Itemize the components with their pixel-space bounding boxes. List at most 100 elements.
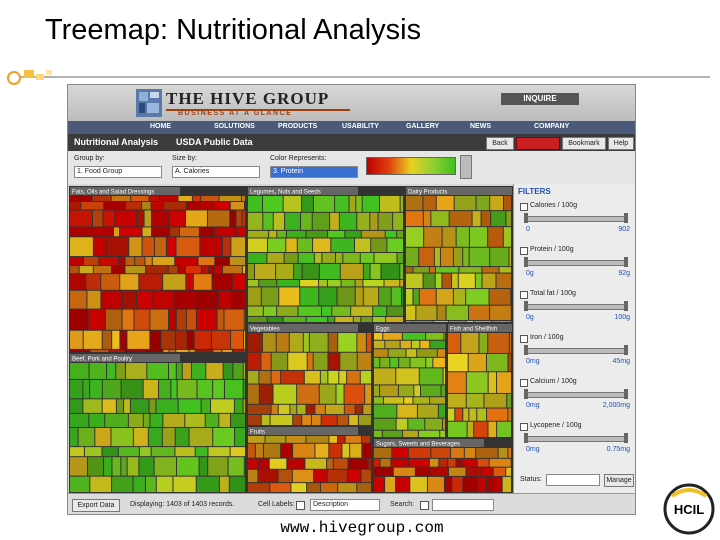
treemap-cell[interactable] (374, 418, 396, 430)
treemap-cell[interactable] (360, 370, 371, 384)
treemap-cell[interactable] (338, 333, 357, 352)
treemap-cell[interactable] (426, 357, 433, 368)
treemap-cell[interactable] (142, 237, 154, 257)
treemap-cell[interactable] (347, 469, 361, 483)
treemap-cell[interactable] (248, 443, 255, 458)
treemap-cell[interactable] (248, 333, 262, 352)
treemap-cell[interactable] (385, 230, 397, 238)
color-scroll[interactable] (460, 155, 472, 179)
treemap-cell[interactable] (320, 370, 328, 384)
treemap-cell[interactable] (357, 333, 366, 352)
treemap-cell[interactable] (487, 408, 508, 421)
treemap-cell[interactable] (329, 443, 342, 458)
treemap-cell[interactable] (448, 421, 467, 437)
treemap-cell[interactable] (235, 427, 245, 447)
treemap-cell[interactable] (214, 227, 237, 237)
treemap-cell[interactable] (163, 413, 185, 427)
treemap-cell[interactable] (168, 266, 178, 274)
treemap-cell[interactable] (104, 202, 126, 210)
treemap-cell[interactable] (170, 227, 180, 237)
treemap-cell[interactable] (278, 469, 292, 483)
treemap-cell[interactable] (163, 274, 186, 290)
treemap-cell[interactable] (340, 263, 363, 279)
treemap-cell[interactable] (374, 404, 397, 418)
treemap-cell[interactable] (386, 316, 403, 322)
search-checkbox[interactable] (420, 501, 429, 510)
treemap-cell[interactable] (129, 237, 142, 257)
treemap-cell[interactable] (120, 274, 139, 290)
control-select[interactable]: A. Calories (172, 166, 260, 178)
treemap-cell[interactable] (134, 309, 150, 330)
treemap-cell[interactable] (115, 210, 137, 227)
treemap-cell[interactable] (469, 408, 477, 421)
treemap-cell[interactable] (258, 469, 278, 483)
treemap-cell[interactable] (104, 457, 112, 476)
treemap-cell[interactable] (415, 467, 430, 476)
treemap-cell[interactable] (208, 457, 228, 476)
treemap-cell[interactable] (397, 230, 403, 238)
treemap-cell[interactable] (387, 306, 403, 316)
treemap-cell[interactable] (196, 476, 219, 492)
treemap-cell[interactable] (466, 393, 484, 408)
treemap-cell[interactable] (396, 368, 419, 385)
treemap-cell[interactable] (147, 363, 168, 379)
treemap-cell[interactable] (267, 253, 284, 263)
treemap-cell[interactable] (186, 309, 196, 330)
treemap-cell[interactable] (374, 448, 392, 458)
filter-handle[interactable] (524, 213, 528, 223)
treemap-cell[interactable] (169, 349, 176, 352)
treemap-cell[interactable] (325, 404, 344, 415)
treemap-cell[interactable] (412, 320, 433, 322)
treemap-cell[interactable] (116, 399, 124, 413)
treemap-cell[interactable] (70, 457, 88, 476)
treemap-cell[interactable] (443, 418, 445, 430)
treemap-cell[interactable] (237, 227, 245, 237)
treemap-cell[interactable] (139, 274, 163, 290)
treemap-cell[interactable] (125, 257, 135, 266)
treemap-cell[interactable] (197, 379, 213, 399)
treemap-cell[interactable] (406, 227, 424, 247)
treemap-cell[interactable] (410, 476, 427, 492)
treemap-cell[interactable] (417, 349, 437, 357)
treemap-cell[interactable] (335, 196, 349, 212)
treemap-cell[interactable] (363, 263, 370, 279)
treemap-cell[interactable] (374, 467, 393, 476)
treemap-cell[interactable] (271, 404, 278, 415)
treemap-cell[interactable] (353, 316, 361, 322)
treemap-cell[interactable] (374, 349, 388, 357)
treemap-cell[interactable] (374, 357, 380, 368)
treemap-cell[interactable] (448, 320, 466, 322)
treemap-cell[interactable] (336, 384, 344, 404)
treemap-cell[interactable] (314, 253, 322, 263)
treemap-cell[interactable] (425, 418, 443, 430)
treemap-cell[interactable] (472, 211, 481, 227)
treemap-cell[interactable] (83, 399, 102, 413)
status-select[interactable] (546, 474, 600, 486)
treemap-cell[interactable] (363, 404, 371, 415)
treemap-cell[interactable] (434, 247, 440, 267)
filter-handle[interactable] (624, 301, 628, 311)
treemap-cell[interactable] (331, 238, 354, 253)
treemap-cell[interactable] (403, 430, 418, 437)
treemap-cell[interactable] (380, 458, 391, 467)
treemap-cell[interactable] (70, 210, 92, 227)
treemap-cell[interactable] (175, 330, 187, 349)
treemap-cell[interactable] (374, 385, 380, 397)
nav-item[interactable]: SOLUTIONS (214, 123, 255, 130)
treemap-cell[interactable] (442, 227, 456, 247)
treemap-cell[interactable] (327, 469, 347, 483)
treemap-cell[interactable] (313, 238, 331, 253)
treemap-cell[interactable] (120, 227, 142, 237)
treemap-cell[interactable] (213, 427, 235, 447)
treemap-cell[interactable] (431, 448, 451, 458)
treemap-cell[interactable] (93, 237, 107, 257)
treemap-cell[interactable] (378, 212, 393, 230)
treemap-cell[interactable] (99, 257, 119, 266)
treemap-cell[interactable] (70, 447, 84, 457)
treemap-cell[interactable] (70, 266, 79, 274)
treemap-cell[interactable] (230, 447, 245, 457)
treemap-cell[interactable] (406, 320, 412, 322)
treemap-cell[interactable] (374, 333, 383, 340)
treemap-cell[interactable] (452, 476, 463, 492)
treemap-cell[interactable] (211, 399, 234, 413)
